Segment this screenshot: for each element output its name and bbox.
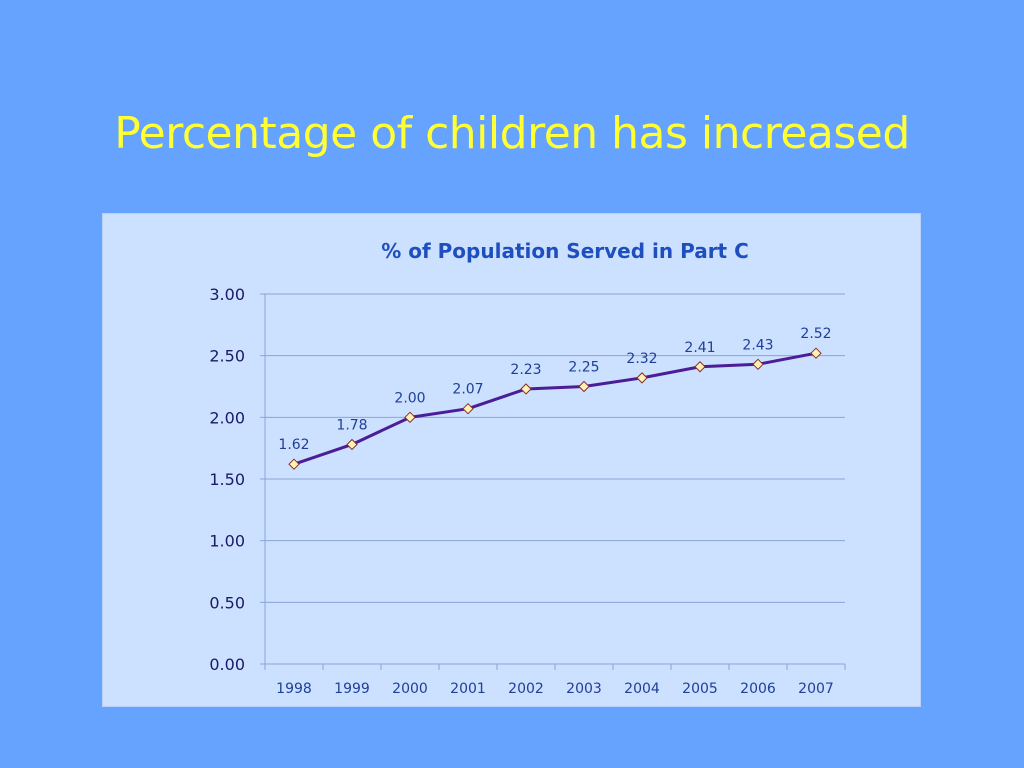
line-chart: % of Population Served in Part C 0.00 0.5… (209, 239, 846, 697)
data-point-marker (810, 347, 822, 359)
data-point-marker (520, 383, 532, 395)
data-point-marker (636, 372, 648, 384)
y-tick-label: 1.00 (209, 532, 245, 551)
data-label: 2.52 (800, 326, 831, 342)
x-tick-label: 2000 (392, 681, 428, 697)
y-tick-label: 1.50 (209, 470, 245, 489)
x-tick-label: 2004 (624, 681, 660, 697)
x-tick-label: 1999 (334, 681, 370, 697)
x-tick-label: 2003 (566, 681, 602, 697)
data-point-marker (462, 402, 474, 415)
y-tick-label: 0.00 (209, 655, 245, 674)
x-tick-label: 2007 (798, 681, 834, 697)
data-label: 2.43 (742, 337, 773, 353)
data-point-marker (694, 361, 706, 373)
data-label: 2.32 (626, 351, 657, 367)
x-tick-label: 2005 (682, 681, 718, 697)
x-tick-label: 2002 (508, 681, 544, 697)
y-tick-label: 0.50 (209, 593, 245, 612)
data-point-marker (578, 380, 590, 393)
slide-title: Percentage of children has increased (114, 108, 910, 159)
data-label: 1.78 (336, 417, 367, 433)
data-point-marker (404, 411, 416, 424)
data-label: 2.00 (394, 390, 425, 406)
x-tick-label: 2001 (450, 681, 486, 697)
x-tick-label: 2006 (740, 681, 776, 697)
series-line (293, 351, 817, 466)
data-label: 1.62 (278, 437, 309, 453)
x-tick-label: 1998 (276, 681, 312, 697)
y-tick-label: 3.00 (209, 285, 245, 304)
y-tick-label: 2.00 (209, 408, 245, 427)
data-point-marker (288, 458, 300, 470)
data-label: 2.41 (684, 340, 715, 356)
data-label: 2.23 (510, 362, 541, 378)
data-point-marker (752, 358, 764, 371)
data-label: 2.25 (568, 360, 599, 376)
chart-panel: % of Population Served in Part C 0.00 0.5… (102, 213, 921, 707)
chart-title: % of Population Served in Part C (381, 239, 749, 263)
y-tick-label: 2.50 (209, 347, 245, 366)
data-label: 2.07 (452, 382, 483, 398)
data-point-marker (346, 438, 358, 451)
